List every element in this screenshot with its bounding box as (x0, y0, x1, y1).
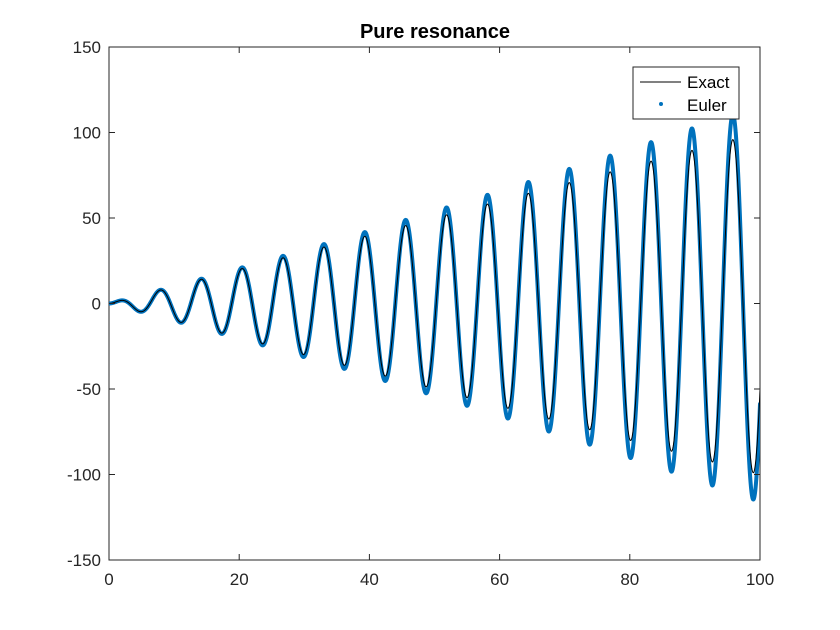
x-tick-label: 40 (360, 570, 379, 589)
y-tick-label: -50 (76, 380, 101, 399)
legend-euler-swatch (659, 102, 663, 106)
legend-box (632, 66, 740, 120)
y-tick-label: 150 (73, 38, 101, 57)
y-axis: -150 -100 -50 0 50 100 150 (67, 38, 760, 570)
y-tick-label: -100 (67, 466, 101, 485)
x-tick-label: 20 (230, 570, 249, 589)
y-tick-label: -150 (67, 551, 101, 570)
y-tick-label: 50 (82, 209, 101, 228)
chart-title: Pure resonance (360, 21, 510, 43)
exact-curve (109, 139, 760, 474)
legend-exact-label: Exact (687, 73, 730, 92)
legend-euler-label: Euler (687, 96, 727, 115)
plot-area: 0 20 40 60 80 100 -150 -100 -50 0 50 100 150 (67, 38, 774, 589)
x-axis: 0 20 40 60 80 100 (104, 47, 774, 589)
x-tick-label: 100 (746, 570, 774, 589)
y-tick-label: 100 (73, 124, 101, 143)
x-tick-label: 0 (104, 570, 113, 589)
x-tick-label: 80 (620, 570, 639, 589)
series-exact (109, 139, 760, 474)
x-tick-label: 60 (490, 570, 509, 589)
legend: Exact Euler (632, 66, 740, 120)
y-tick-label: 0 (92, 295, 101, 314)
